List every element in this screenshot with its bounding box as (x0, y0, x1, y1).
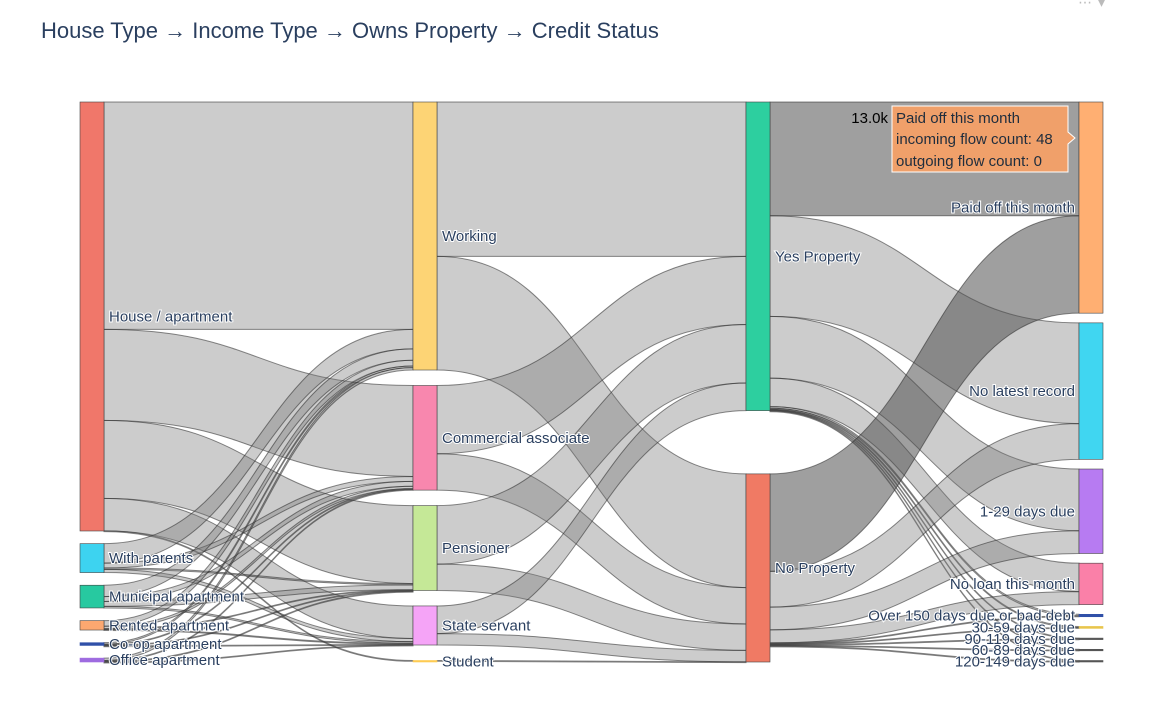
modebar-icon[interactable]: ⋯ ▾ (1078, 0, 1106, 10)
node-student[interactable] (412, 660, 438, 663)
node-municipal[interactable] (79, 584, 105, 609)
node-label-d1_29: 1-29 days due (980, 503, 1075, 520)
node-house[interactable] (79, 101, 105, 532)
tooltip-line-2: incoming flow count: 48 (896, 131, 1053, 148)
node-parents[interactable] (79, 543, 105, 573)
node-label-paid: Paid off this month (951, 200, 1075, 217)
tooltip-value: 13.0k (851, 110, 888, 127)
node-noloan[interactable] (1078, 562, 1104, 605)
link-house-working[interactable] (103, 101, 414, 330)
node-label-nolatest: No latest record (969, 383, 1075, 400)
node-label-over150: Over 150 days due or bad debt (868, 608, 1076, 625)
node-label-state: State servant (442, 617, 531, 634)
node-label-yes: Yes Property (775, 248, 861, 265)
node-label-municipal: Municipal apartment (109, 589, 245, 606)
node-label-d120_149: 120-149 days due (955, 653, 1075, 670)
link-office-state[interactable] (103, 644, 414, 664)
tooltip-line-1: Paid off this month (896, 110, 1020, 127)
node-label-pensioner: Pensioner (442, 540, 510, 557)
node-commercial[interactable] (412, 385, 438, 491)
node-label-commercial: Commercial associate (442, 430, 590, 447)
node-d1_29[interactable] (1078, 468, 1104, 554)
node-over150[interactable] (1078, 614, 1104, 618)
node-label-rented: Rented apartment (109, 617, 230, 634)
node-nolatest[interactable] (1078, 322, 1104, 460)
node-label-d30_59: 30-59 days due (972, 619, 1075, 636)
node-label-no: No Property (775, 560, 856, 577)
labels-layer: House / apartment With parents Municipal a… (108, 199, 1077, 672)
links-layer (103, 101, 1080, 664)
node-label-coop: Co-op apartment (109, 636, 222, 653)
node-d120_149[interactable] (1078, 660, 1104, 663)
node-label-office: Office apartment (109, 652, 220, 669)
chart-title: House Type → Income Type → Owns Property… (41, 18, 659, 43)
node-office[interactable] (79, 657, 105, 663)
node-label-house: House / apartment (109, 308, 233, 325)
node-pensioner[interactable] (412, 505, 438, 591)
node-working[interactable] (412, 101, 438, 371)
hover-tooltip: 13.0k Paid off this month incoming flow … (851, 105, 1076, 173)
node-state[interactable] (412, 605, 438, 646)
node-label-parents: With parents (109, 550, 193, 567)
node-label-student: Student (442, 653, 495, 670)
nodes-layer (79, 101, 1104, 663)
node-label-d90_119: 90-119 days due (964, 631, 1075, 648)
node-rented[interactable] (79, 620, 105, 631)
node-paid[interactable] (1078, 101, 1104, 314)
link-office-pensioner[interactable] (103, 590, 414, 663)
node-label-d60_89: 60-89 days due (972, 642, 1075, 659)
node-coop[interactable] (79, 642, 105, 646)
node-d60_89[interactable] (1078, 648, 1104, 652)
node-no[interactable] (745, 473, 771, 663)
node-yes[interactable] (745, 101, 771, 411)
node-d30_59[interactable] (1078, 626, 1104, 629)
tooltip-box (891, 105, 1076, 173)
link-student-no[interactable] (436, 659, 747, 664)
node-label-working: Working (442, 228, 497, 245)
node-d90_119[interactable] (1078, 637, 1104, 640)
tooltip-line-3: outgoing flow count: 0 (896, 153, 1042, 170)
node-label-noloan: No loan this month (950, 576, 1075, 593)
